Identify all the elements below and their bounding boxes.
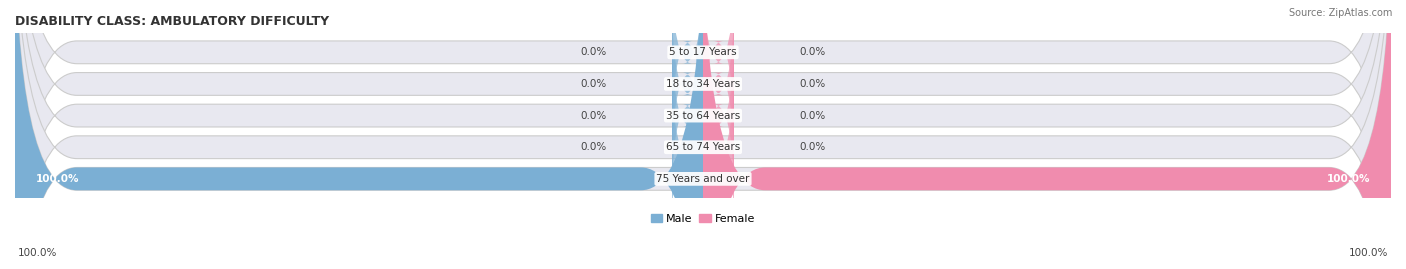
FancyBboxPatch shape	[672, 1, 703, 168]
FancyBboxPatch shape	[672, 64, 703, 231]
FancyBboxPatch shape	[15, 0, 1391, 269]
FancyBboxPatch shape	[672, 0, 703, 136]
FancyBboxPatch shape	[15, 0, 703, 269]
Text: 100.0%: 100.0%	[1348, 248, 1388, 258]
Text: 35 to 64 Years: 35 to 64 Years	[666, 111, 740, 121]
Text: 0.0%: 0.0%	[800, 142, 825, 152]
FancyBboxPatch shape	[703, 0, 1391, 269]
Text: 0.0%: 0.0%	[581, 47, 606, 57]
FancyBboxPatch shape	[703, 64, 734, 231]
FancyBboxPatch shape	[672, 32, 703, 199]
Text: 0.0%: 0.0%	[800, 47, 825, 57]
Text: 65 to 74 Years: 65 to 74 Years	[666, 142, 740, 152]
FancyBboxPatch shape	[703, 1, 734, 168]
Text: 75 Years and over: 75 Years and over	[657, 174, 749, 184]
Text: DISABILITY CLASS: AMBULATORY DIFFICULTY: DISABILITY CLASS: AMBULATORY DIFFICULTY	[15, 15, 329, 28]
Text: 0.0%: 0.0%	[581, 111, 606, 121]
Text: 0.0%: 0.0%	[800, 79, 825, 89]
Text: Source: ZipAtlas.com: Source: ZipAtlas.com	[1288, 8, 1392, 18]
FancyBboxPatch shape	[15, 0, 1391, 269]
Text: 0.0%: 0.0%	[800, 111, 825, 121]
Text: 18 to 34 Years: 18 to 34 Years	[666, 79, 740, 89]
Text: 100.0%: 100.0%	[18, 248, 58, 258]
Text: 5 to 17 Years: 5 to 17 Years	[669, 47, 737, 57]
Text: 0.0%: 0.0%	[581, 142, 606, 152]
Legend: Male, Female: Male, Female	[647, 210, 759, 228]
Text: 0.0%: 0.0%	[581, 79, 606, 89]
Text: 100.0%: 100.0%	[35, 174, 79, 184]
FancyBboxPatch shape	[15, 0, 1391, 269]
FancyBboxPatch shape	[15, 0, 1391, 269]
FancyBboxPatch shape	[703, 0, 734, 136]
FancyBboxPatch shape	[703, 32, 734, 199]
FancyBboxPatch shape	[15, 0, 1391, 269]
Text: 100.0%: 100.0%	[1327, 174, 1371, 184]
